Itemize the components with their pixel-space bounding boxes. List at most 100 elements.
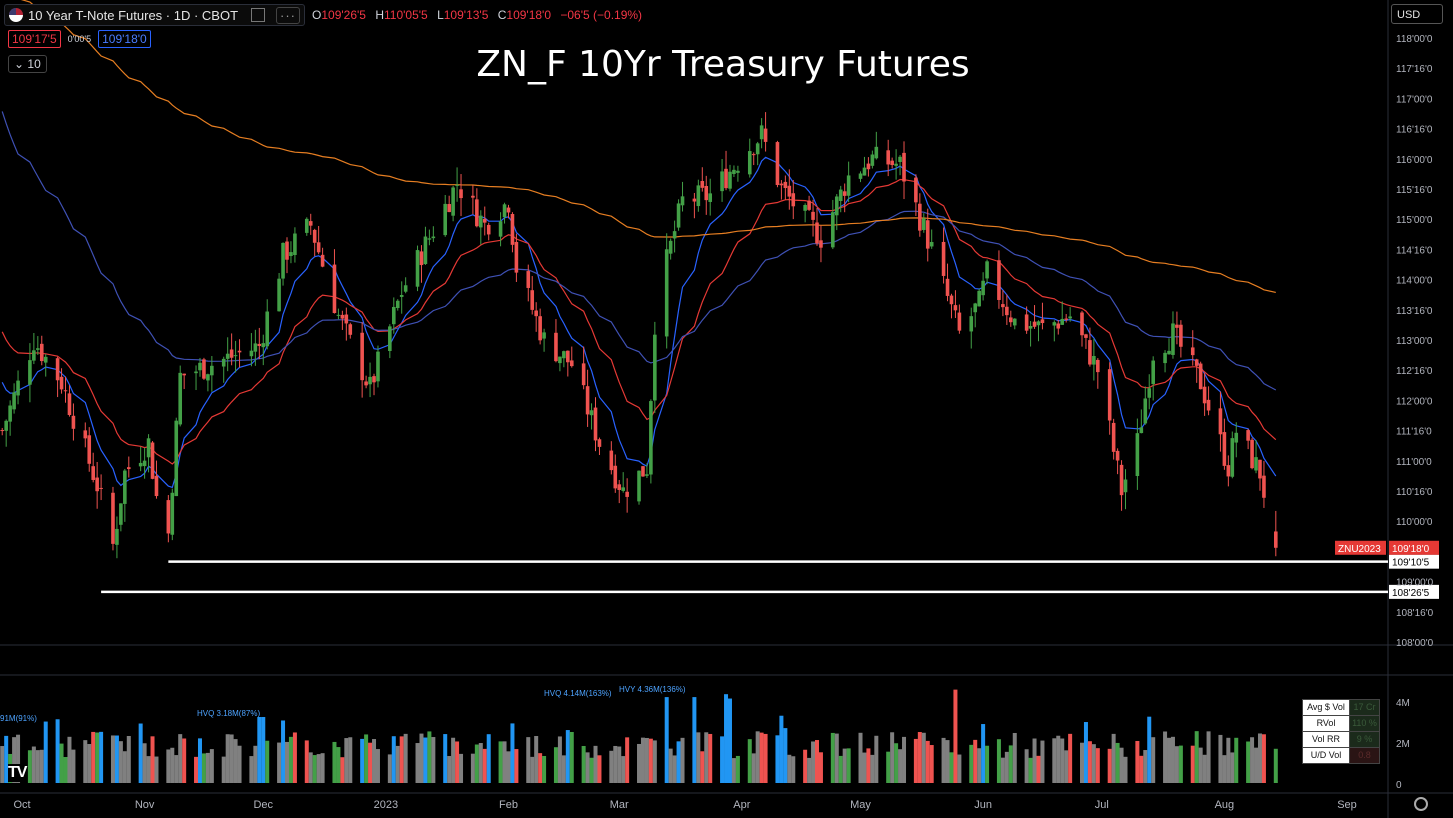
volume-bar xyxy=(945,740,950,783)
candle-body xyxy=(542,332,546,339)
bid-button[interactable]: 109'17'5 xyxy=(8,30,61,48)
ask-button[interactable]: 109'18'0 xyxy=(98,30,151,48)
volume-annotation: HVQ 4.14M(163%) xyxy=(544,689,612,698)
candle xyxy=(653,321,657,414)
candle-body xyxy=(1135,433,1140,476)
candle xyxy=(815,207,819,246)
candle-body xyxy=(166,500,171,534)
candle-body xyxy=(1147,388,1152,398)
volume-bar xyxy=(953,689,958,783)
volume-bar xyxy=(874,735,879,783)
candle-body xyxy=(39,343,44,362)
symbol-label[interactable]: 10 Year T-Note Futures · 1D · CBOT xyxy=(28,7,239,23)
gear-icon[interactable] xyxy=(1414,797,1428,811)
volume-bar xyxy=(229,734,234,783)
candle-body xyxy=(1222,432,1227,466)
candle xyxy=(1135,418,1140,490)
volume-bar xyxy=(1032,738,1037,783)
candle-body xyxy=(316,242,321,253)
candle xyxy=(724,150,728,191)
last-price-label: 109'18'0 xyxy=(1392,544,1430,555)
volume-bar xyxy=(862,752,867,783)
candle-body xyxy=(206,374,210,381)
volume-bar xyxy=(589,757,594,783)
candle-body xyxy=(831,212,835,248)
volume-bar xyxy=(913,738,918,783)
tradingview-logo[interactable]: TV xyxy=(8,764,27,782)
volume-bar xyxy=(787,754,792,783)
volume-bar xyxy=(221,756,226,783)
candle xyxy=(1064,314,1068,323)
candle-body xyxy=(957,312,962,331)
volume-bar xyxy=(609,750,614,783)
support-price-label: 109'10'5 xyxy=(1392,558,1430,569)
candle-body xyxy=(949,295,954,305)
volume-bar xyxy=(534,736,539,783)
candle xyxy=(178,365,183,427)
volume-bar xyxy=(166,749,171,783)
candle xyxy=(664,233,669,349)
candle xyxy=(1111,418,1116,460)
volume-bar xyxy=(553,747,558,783)
volume-bar xyxy=(842,748,847,783)
candle xyxy=(941,227,946,284)
volume-bar xyxy=(1052,738,1057,783)
volume-bar xyxy=(565,730,570,783)
candle xyxy=(890,157,894,169)
candle xyxy=(59,368,64,394)
stats-table: Avg $ Vol 17 Cr RVol 110 % Vol RR 9 % U/D V… xyxy=(1302,699,1380,764)
volume-bar xyxy=(894,743,899,783)
candle-body xyxy=(593,407,598,441)
candle-body xyxy=(1171,323,1175,355)
price-tick-label: 114'16'0 xyxy=(1396,245,1433,256)
time-axis[interactable]: Oct Nov Dec 2023 Feb Mar Apr May Jun Jul Aug Sep xyxy=(13,799,1356,811)
candle-body xyxy=(609,450,614,471)
more-options-icon[interactable]: ··· xyxy=(276,6,301,24)
candle-body xyxy=(312,229,317,243)
candle-body xyxy=(368,376,372,385)
currency-select[interactable]: USD xyxy=(1391,4,1443,24)
volume-bar xyxy=(1222,755,1227,783)
support-levels: 109'10'5 108'26'5 xyxy=(101,554,1439,599)
volume-bar xyxy=(1174,746,1179,783)
candle xyxy=(225,337,230,372)
candle xyxy=(1274,510,1278,557)
collapse-button[interactable]: ⌄ 10 xyxy=(8,55,47,73)
candle-body xyxy=(91,466,95,480)
candle-body xyxy=(154,475,159,497)
price-tick-label: 108'16'0 xyxy=(1396,608,1434,619)
candle-body xyxy=(514,241,519,273)
candle xyxy=(787,169,792,210)
stats-value: 9 % xyxy=(1350,732,1379,747)
candle-body xyxy=(724,168,728,189)
candle-body xyxy=(981,280,985,296)
candle xyxy=(732,165,736,177)
candle xyxy=(451,185,455,222)
candle xyxy=(842,183,847,213)
candle-body xyxy=(1123,479,1128,493)
candle-body xyxy=(791,193,796,207)
price-axis[interactable]: 118'00'0 117'16'0 117'00'0 116'16'0 116'00'0… xyxy=(1335,34,1439,649)
candle-body xyxy=(1167,350,1171,355)
candle-body xyxy=(194,371,198,374)
candle xyxy=(886,139,890,177)
volume-bar xyxy=(1123,756,1128,783)
candle xyxy=(403,277,408,294)
volume-bar xyxy=(644,737,649,783)
candle-body xyxy=(1064,318,1068,320)
volume-bar xyxy=(755,731,760,783)
candle-body xyxy=(344,314,349,324)
candle xyxy=(206,373,210,392)
square-icon[interactable] xyxy=(251,8,266,22)
candle-body xyxy=(787,185,792,197)
symbol-header[interactable]: 10 Year T-Note Futures · 1D · CBOT ··· xyxy=(4,4,306,26)
candle xyxy=(1230,431,1235,479)
candle-body xyxy=(929,242,934,247)
candle-body xyxy=(732,169,736,174)
candle xyxy=(874,131,879,160)
volume-bar xyxy=(320,753,325,783)
price-tick-label: 116'16'0 xyxy=(1396,125,1433,136)
volume-bar xyxy=(281,720,286,783)
